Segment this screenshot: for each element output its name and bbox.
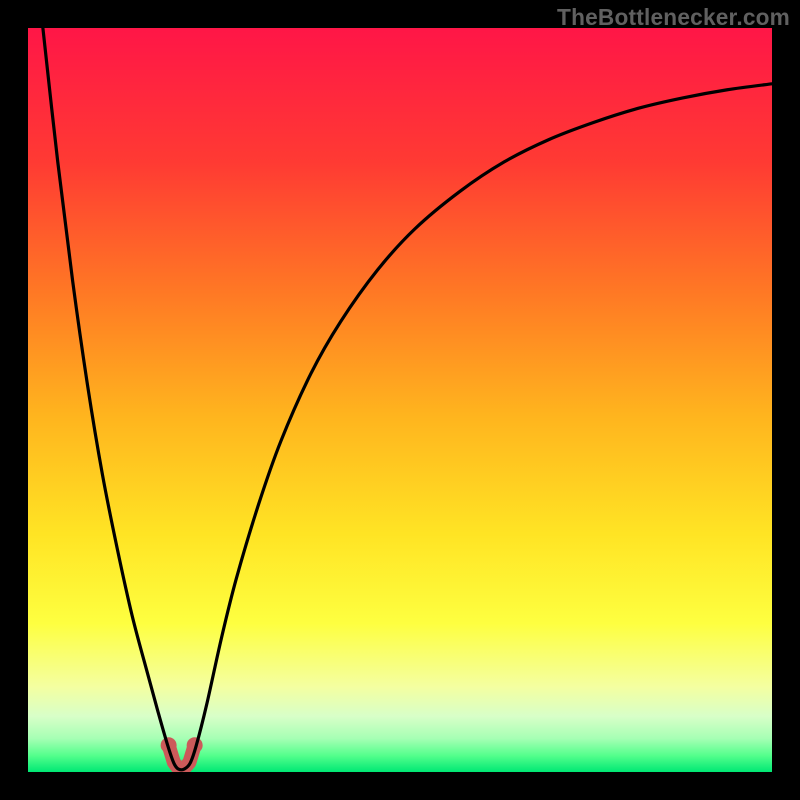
chart-stage: TheBottlenecker.com (0, 0, 800, 800)
watermark-label: TheBottlenecker.com (557, 4, 790, 31)
chart-gradient-background (28, 28, 772, 772)
bottleneck-chart (0, 0, 800, 800)
